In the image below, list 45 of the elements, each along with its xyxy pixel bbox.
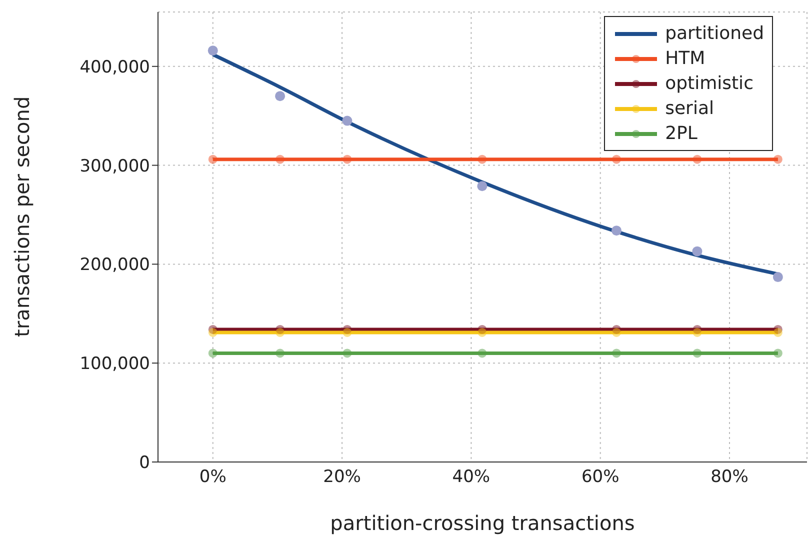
point bbox=[773, 154, 782, 164]
point bbox=[276, 154, 285, 164]
point bbox=[208, 348, 218, 358]
point bbox=[478, 348, 487, 358]
y-tick-label: 200,000 bbox=[80, 255, 150, 276]
point bbox=[692, 154, 702, 164]
point bbox=[612, 154, 621, 164]
legend-label: 2PL bbox=[665, 123, 698, 144]
point bbox=[342, 328, 352, 337]
point bbox=[692, 328, 702, 337]
point bbox=[478, 154, 487, 164]
point bbox=[208, 46, 218, 56]
y-tick-label: 300,000 bbox=[80, 156, 150, 176]
point bbox=[276, 348, 285, 358]
point bbox=[773, 328, 782, 337]
point bbox=[208, 328, 218, 337]
point bbox=[478, 328, 487, 337]
x-axis-title: partition-crossing transactions bbox=[330, 511, 635, 535]
point bbox=[611, 226, 622, 236]
point bbox=[477, 181, 488, 192]
point bbox=[692, 246, 702, 256]
y-tick-label: 100,000 bbox=[80, 354, 150, 374]
point bbox=[772, 272, 783, 282]
point bbox=[275, 91, 286, 102]
point bbox=[773, 348, 782, 358]
legend-label: HTM bbox=[665, 48, 706, 69]
legend-label: optimistic bbox=[665, 73, 754, 94]
y-tick-label: 400,000 bbox=[80, 57, 150, 78]
x-tick-label: 80% bbox=[710, 467, 748, 488]
point bbox=[208, 154, 218, 164]
point bbox=[276, 328, 285, 337]
x-tick-label: 20% bbox=[323, 467, 361, 488]
x-tick-label: 40% bbox=[452, 467, 490, 488]
x-tick-label: 0% bbox=[199, 467, 226, 488]
point bbox=[692, 348, 702, 358]
point bbox=[612, 328, 621, 337]
point bbox=[342, 154, 352, 164]
y-tick-label: 0 bbox=[139, 453, 150, 474]
point bbox=[342, 116, 352, 126]
legend-label: serial bbox=[665, 98, 714, 119]
legend-label: partitioned bbox=[665, 23, 764, 44]
x-tick-label: 60% bbox=[581, 467, 620, 488]
y-axis-title: transactions per second bbox=[10, 96, 34, 337]
point bbox=[342, 348, 352, 358]
point bbox=[612, 348, 621, 358]
